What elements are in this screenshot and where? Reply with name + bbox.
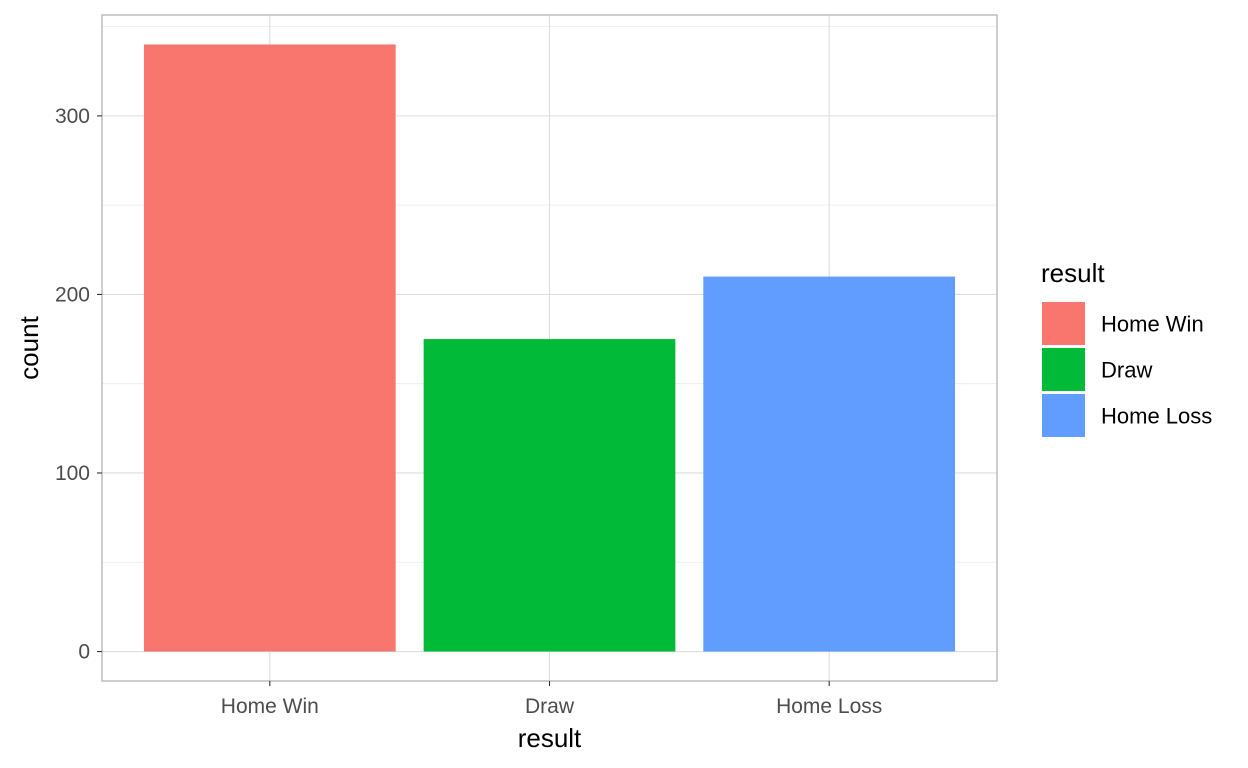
legend-key-swatch bbox=[1042, 394, 1085, 437]
legend-keys: Home Win Draw Home Loss bbox=[1042, 302, 1212, 437]
legend-key-label: Home Loss bbox=[1101, 404, 1212, 429]
bars bbox=[143, 44, 956, 652]
y-axis-title: count bbox=[14, 315, 44, 379]
legend-key-label: Home Win bbox=[1101, 312, 1204, 337]
legend-key-swatch bbox=[1042, 348, 1085, 391]
y-tick-label: 300 bbox=[55, 105, 90, 128]
legend-key-swatch bbox=[1042, 302, 1085, 345]
y-tick-label: 100 bbox=[55, 462, 90, 485]
bar-draw bbox=[423, 339, 676, 652]
y-tick-label: 200 bbox=[55, 283, 90, 306]
y-tick-label: 0 bbox=[78, 641, 90, 664]
x-tick-label: Home Win bbox=[221, 695, 319, 718]
y-axis-ticks: 0 100 200 300 bbox=[55, 105, 102, 664]
x-axis-title: result bbox=[518, 723, 582, 753]
bar-home-loss bbox=[703, 276, 956, 652]
x-tick-label: Draw bbox=[525, 695, 575, 718]
legend-title: result bbox=[1041, 258, 1105, 288]
x-axis-ticks: Home Win Draw Home Loss bbox=[221, 681, 882, 718]
bar-home-win bbox=[143, 44, 396, 652]
legend: result Home Win Draw Home Loss bbox=[1041, 258, 1212, 437]
legend-key-label: Draw bbox=[1101, 358, 1152, 383]
x-tick-label: Home Loss bbox=[776, 695, 882, 718]
